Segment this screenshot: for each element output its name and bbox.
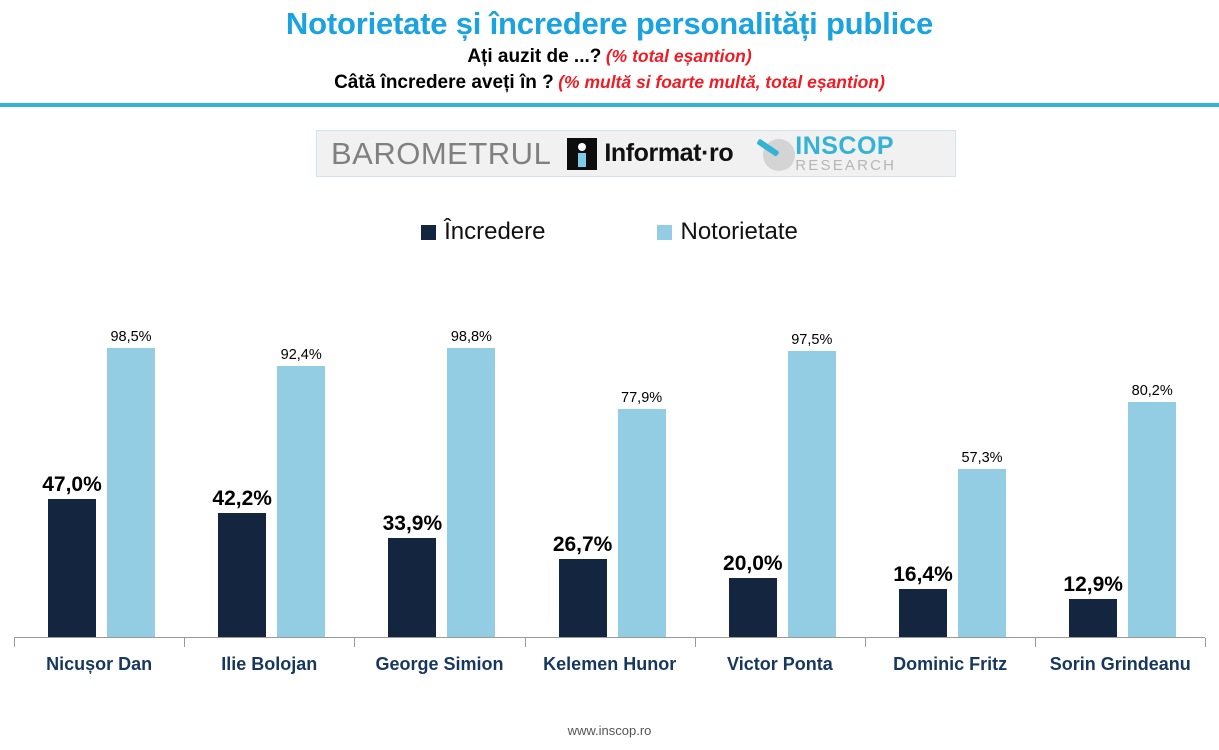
- x-axis-line: [14, 637, 1205, 638]
- informat-wordmark: Informat·ro: [604, 139, 734, 167]
- bar-value-label: 26,7%: [552, 532, 613, 556]
- bar-incredere[interactable]: [48, 499, 96, 637]
- bar-incredere[interactable]: [558, 558, 607, 637]
- page-title: Notorietate și încredere personalități p…: [285, 6, 934, 41]
- bar-notorietate[interactable]: [1128, 402, 1177, 637]
- category-label: Sorin Grindeanu: [1049, 654, 1191, 674]
- bar-value-label: 57,3%: [961, 450, 1003, 467]
- bar-notorietate[interactable]: [958, 469, 1006, 637]
- bar-value-label: 47,0%: [42, 473, 102, 497]
- bar-value-label: 20,0%: [723, 552, 783, 576]
- category-label: Victor Ponta: [727, 654, 833, 674]
- bar-value-label: 12,9%: [1063, 573, 1123, 597]
- subtitle-line-2: Câtă încredere aveți în ? (% multă si fo…: [0, 70, 1219, 96]
- category-label: Kelemen Hunor: [543, 654, 677, 674]
- logo-banner: BAROMETRUL Informat·ro INSCOP RESEARCH: [316, 130, 956, 177]
- bar-incredere[interactable]: [388, 537, 437, 637]
- legend-label-notorietate: Notorietate: [680, 218, 798, 245]
- axis-tick: [1035, 638, 1037, 647]
- axis-tick: [14, 638, 15, 647]
- bar-value-label: 77,9%: [621, 389, 663, 406]
- inscop-logo: INSCOP RESEARCH: [756, 132, 897, 174]
- legend-label-incredere: Încredere: [444, 218, 546, 245]
- axis-tick: [1205, 638, 1207, 647]
- bar-incredere[interactable]: [1069, 599, 1118, 637]
- bar-incredere[interactable]: [728, 578, 777, 637]
- subtitle-1-question: Ați auzit de ...?: [467, 46, 602, 67]
- bar-value-label: 42,2%: [212, 487, 272, 511]
- category-label: Dominic Fritz: [893, 654, 1008, 674]
- subtitle-line-1: Ați auzit de ...? (% total eșantion): [0, 44, 1219, 70]
- bar-value-label: 16,4%: [893, 562, 953, 586]
- footer-website: www.inscop.ro: [567, 723, 652, 738]
- inscop-magnifier-icon: [756, 135, 797, 173]
- bar-value-label: 98,8%: [450, 328, 492, 345]
- bar-notorietate[interactable]: [277, 366, 326, 637]
- bar-notorietate[interactable]: [787, 351, 836, 637]
- bar-incredere[interactable]: [899, 588, 947, 637]
- axis-tick: [524, 638, 526, 647]
- chart-legend: Încredere Notorietate: [0, 218, 1219, 246]
- chart-header: Notorietate și încredere personalități p…: [0, 0, 1219, 107]
- inscop-tagline: RESEARCH: [795, 157, 897, 174]
- barometrul-wordmark: BAROMETRUL: [331, 135, 552, 171]
- legend-item-notorietate[interactable]: Notorietate: [657, 218, 798, 246]
- subtitle-2-question: Câtă încredere aveți în ?: [334, 72, 554, 93]
- bar-value-label: 80,2%: [1131, 383, 1173, 399]
- legend-swatch-incredere: [421, 224, 437, 240]
- inscop-text-block: INSCOP RESEARCH: [795, 132, 897, 174]
- axis-tick: [694, 638, 696, 647]
- category-label: Ilie Bolojan: [221, 654, 318, 674]
- informat-person-icon: [567, 137, 598, 170]
- subtitle-2-note: (% multă si foarte multă, total eșantion…: [558, 72, 885, 92]
- bar-notorietate[interactable]: [107, 348, 155, 637]
- bar-incredere[interactable]: [218, 513, 267, 637]
- bar-value-label: 33,9%: [382, 511, 443, 535]
- category-label: George Simion: [375, 654, 504, 674]
- bar-notorietate[interactable]: [617, 408, 666, 637]
- subtitle-1-note: (% total eșantion): [605, 46, 752, 66]
- bar-notorietate[interactable]: [447, 347, 496, 637]
- bar-value-label: 98,5%: [110, 329, 152, 346]
- legend-item-incredere[interactable]: Încredere: [421, 218, 545, 246]
- bar-value-label: 92,4%: [280, 347, 322, 364]
- axis-tick: [865, 638, 866, 647]
- inscop-wordmark: INSCOP: [795, 132, 895, 160]
- informat-icon-head: [578, 142, 587, 151]
- category-label: Nicușor Dan: [46, 654, 153, 674]
- axis-tick: [184, 638, 186, 647]
- axis-tick: [354, 638, 356, 647]
- header-divider: [0, 103, 1219, 107]
- informat-icon-body: [578, 152, 587, 167]
- legend-swatch-notorietate: [657, 224, 673, 240]
- bar-value-label: 97,5%: [791, 332, 833, 349]
